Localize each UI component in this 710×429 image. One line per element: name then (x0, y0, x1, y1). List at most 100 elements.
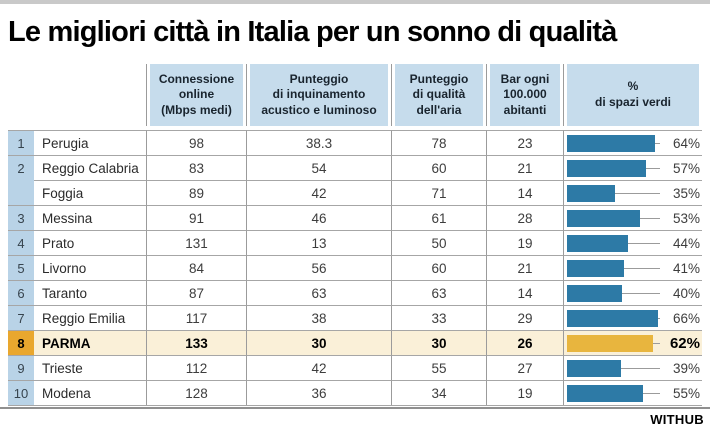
bar-label-connector (621, 367, 660, 369)
green-space-bar (567, 234, 628, 252)
connection-cell: 117 (147, 305, 247, 330)
green-space-bar (567, 309, 658, 327)
air-quality-cell: 71 (392, 180, 487, 205)
green-space-bar (567, 259, 624, 277)
table-header-row: Connessione online (Mbps medi) Punteggio… (8, 64, 702, 126)
green-space-bar (567, 359, 621, 377)
header-air-quality-label: Punteggio di qualità dell'aria (395, 64, 483, 126)
green-space-cell: 53% (564, 205, 702, 230)
bars-per-100k-cell: 23 (487, 130, 564, 155)
noise-pollution-cell: 30 (247, 330, 392, 355)
green-space-pct-label: 44% (672, 235, 700, 251)
air-quality-cell: 60 (392, 155, 487, 180)
green-space-pct-label: 41% (672, 260, 700, 276)
table-row: 1 Perugia 98 38.3 78 23 64% (8, 130, 702, 155)
green-space-bar (567, 159, 646, 177)
green-space-cell: 64% (564, 130, 702, 155)
noise-pollution-cell: 13 (247, 230, 392, 255)
bar-label-connector (658, 317, 660, 319)
city-cell: Perugia (34, 130, 147, 155)
green-space-pct-label: 39% (672, 360, 700, 376)
bars-per-100k-cell: 29 (487, 305, 564, 330)
green-space-cell: 39% (564, 355, 702, 380)
header-bars-per-100k: Bar ogni 100.000 abitanti (487, 64, 564, 126)
city-cell: Taranto (34, 280, 147, 305)
bar-label-connector (624, 267, 660, 269)
green-space-cell: 44% (564, 230, 702, 255)
header-bars-per-100k-label: Bar ogni 100.000 abitanti (490, 64, 560, 126)
table-bottom-rule (8, 405, 702, 406)
bars-per-100k-cell: 21 (487, 255, 564, 280)
city-cell: Prato (34, 230, 147, 255)
bars-per-100k-cell: 27 (487, 355, 564, 380)
green-space-pct-label: 57% (672, 160, 700, 176)
green-space-bar (567, 384, 643, 402)
noise-pollution-cell: 46 (247, 205, 392, 230)
connection-cell: 91 (147, 205, 247, 230)
bar-label-connector (615, 192, 660, 194)
bar-label-connector (628, 242, 660, 244)
green-space-cell: 62% (564, 330, 702, 355)
page-title: Le migliori città in Italia per un sonno… (8, 16, 617, 48)
air-quality-cell: 33 (392, 305, 487, 330)
bars-per-100k-cell: 14 (487, 180, 564, 205)
ranking-table: Connessione online (Mbps medi) Punteggio… (8, 64, 702, 406)
green-space-cell: 55% (564, 380, 702, 405)
air-quality-cell: 61 (392, 205, 487, 230)
air-quality-cell: 50 (392, 230, 487, 255)
green-space-bar (567, 334, 653, 352)
connection-cell: 87 (147, 280, 247, 305)
air-quality-cell: 63 (392, 280, 487, 305)
bar-label-connector (655, 142, 660, 144)
green-space-pct-label: 53% (672, 210, 700, 226)
rank-cell (8, 180, 34, 205)
green-space-cell: 41% (564, 255, 702, 280)
air-quality-cell: 60 (392, 255, 487, 280)
footer: WITHUB (0, 407, 710, 429)
table-row: Foggia 89 42 71 14 35% (8, 180, 702, 205)
city-cell: Foggia (34, 180, 147, 205)
city-cell: Trieste (34, 355, 147, 380)
noise-pollution-cell: 42 (247, 355, 392, 380)
city-cell: Reggio Calabria (34, 155, 147, 180)
header-rank-spacer (8, 64, 34, 126)
rank-cell: 3 (8, 205, 34, 230)
city-cell: Livorno (34, 255, 147, 280)
connection-cell: 98 (147, 130, 247, 155)
header-city-spacer (34, 64, 147, 126)
noise-pollution-cell: 42 (247, 180, 392, 205)
air-quality-cell: 78 (392, 130, 487, 155)
bars-per-100k-cell: 14 (487, 280, 564, 305)
table-body: 1 Perugia 98 38.3 78 23 64% 2 Reggio Calabria 83 5… (8, 130, 702, 405)
bar-label-connector (640, 217, 660, 219)
city-cell: Messina (34, 205, 147, 230)
bar-label-connector (646, 167, 660, 169)
noise-pollution-cell: 38.3 (247, 130, 392, 155)
rank-cell: 7 (8, 305, 34, 330)
connection-cell: 84 (147, 255, 247, 280)
green-space-pct-label: 64% (672, 135, 700, 151)
bars-per-100k-cell: 19 (487, 380, 564, 405)
header-noise-pollution-label: Punteggio di inquinamento acustico e lum… (250, 64, 388, 126)
rank-cell: 4 (8, 230, 34, 255)
table-row: 5 Livorno 84 56 60 21 41% (8, 255, 702, 280)
table-row: 6 Taranto 87 63 63 14 40% (8, 280, 702, 305)
air-quality-cell: 30 (392, 330, 487, 355)
connection-cell: 112 (147, 355, 247, 380)
bar-label-connector (653, 342, 660, 344)
header-air-quality: Punteggio di qualità dell'aria (392, 64, 487, 126)
bars-per-100k-cell: 19 (487, 230, 564, 255)
rank-cell: 2 (8, 155, 34, 180)
noise-pollution-cell: 63 (247, 280, 392, 305)
city-cell: Reggio Emilia (34, 305, 147, 330)
bars-per-100k-cell: 28 (487, 205, 564, 230)
connection-cell: 133 (147, 330, 247, 355)
bars-per-100k-cell: 26 (487, 330, 564, 355)
header-green-space-label: % di spazi verdi (567, 64, 699, 126)
green-space-cell: 57% (564, 155, 702, 180)
bar-label-connector (643, 392, 660, 394)
city-cell: Modena (34, 380, 147, 405)
bars-per-100k-cell: 21 (487, 155, 564, 180)
city-cell: PARMA (34, 330, 147, 355)
green-space-cell: 40% (564, 280, 702, 305)
